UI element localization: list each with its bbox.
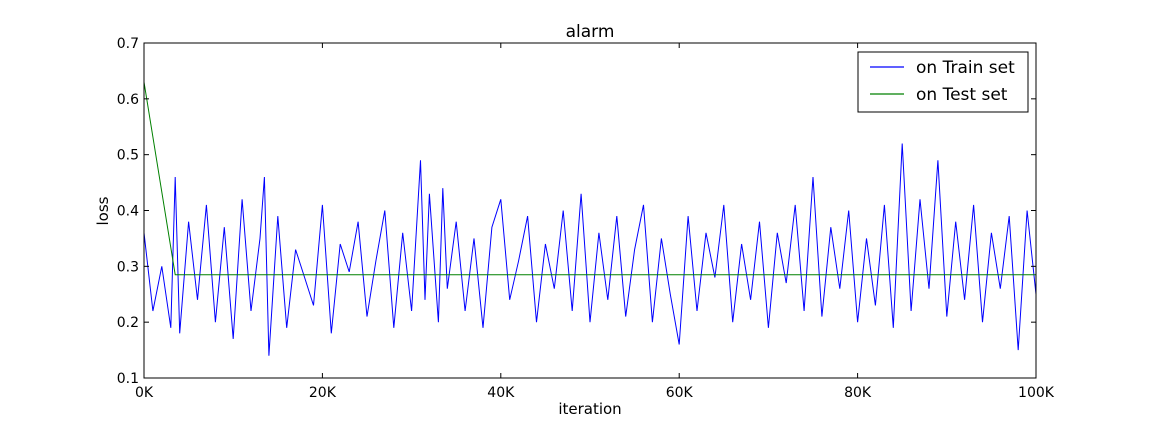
series-layer: [143, 82, 1037, 356]
y-tick-label: 0.1: [117, 371, 139, 387]
legend-label-train: on Train set: [916, 58, 1015, 78]
x-tick-label: 100K: [1018, 385, 1055, 401]
plot-frame: [143, 42, 1037, 379]
x-tick-label: 60K: [666, 385, 694, 401]
y-tick-label: 0.5: [117, 148, 139, 164]
legend-box: [857, 51, 1029, 113]
series-line-1: [143, 82, 1036, 276]
legend: on Train set on Test set: [857, 51, 1029, 113]
y-tick-label: 0.7: [117, 36, 139, 52]
y-tick-label: 0.2: [117, 315, 139, 331]
y-tick-label: 0.6: [117, 92, 139, 108]
ticks-layer: 0K 20K 40K 60K 80K 100K 0.1 0.2 0.3 0.4 0.5 0.6 0.7: [117, 36, 1055, 401]
x-axis-title: iteration: [558, 400, 621, 418]
x-tick-label: 0K: [135, 385, 154, 401]
y-tick-label: 0.3: [117, 259, 139, 275]
legend-label-test: on Test set: [916, 85, 1008, 105]
y-axis-title: loss: [94, 196, 112, 225]
series-line-0: [143, 143, 1037, 356]
x-tick-label: 80K: [844, 385, 872, 401]
x-tick-label: 20K: [309, 385, 337, 401]
y-tick-label: 0.4: [117, 204, 139, 220]
x-tick-label: 40K: [487, 385, 515, 401]
chart-title: alarm: [566, 22, 615, 42]
